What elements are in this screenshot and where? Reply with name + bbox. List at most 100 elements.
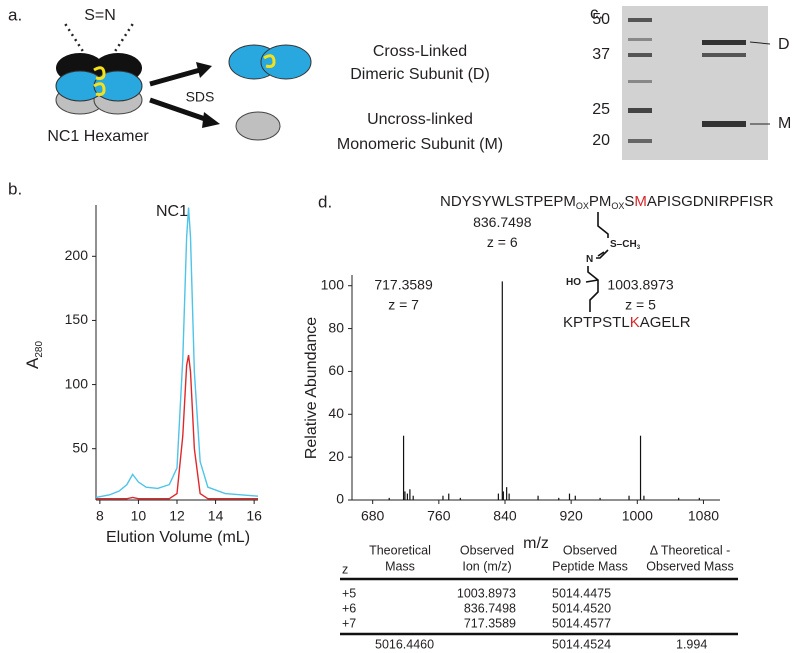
ladder-band: [628, 80, 652, 83]
x-tick-label: 16: [246, 508, 262, 524]
arrow: [149, 67, 201, 87]
table-cell: 5014.4475: [552, 586, 611, 600]
y-tick-label: 50: [72, 439, 88, 455]
table-header: Theoretical: [369, 543, 431, 557]
gel: [622, 6, 771, 160]
text-segment: –CH: [617, 239, 637, 250]
y-axis-label: A280: [23, 341, 45, 369]
text-segment: PM: [589, 193, 612, 210]
treatment-label: SDS: [186, 89, 215, 105]
x-tick-label: 1000: [622, 508, 653, 524]
subscript: 3: [637, 245, 641, 251]
table-header: z: [342, 562, 348, 576]
text-segment: K: [630, 314, 640, 331]
y-tick-label: 40: [328, 405, 344, 421]
table-header: Δ Theoretical -: [650, 543, 731, 557]
table-cell: 5014.4577: [552, 616, 611, 630]
text-segment: NDYSYWLSTPEPM: [440, 193, 576, 210]
table-cell: 1003.8973: [457, 586, 516, 600]
x-tick-label: 760: [427, 508, 451, 524]
subscript: 280: [34, 341, 45, 358]
table-header: Mass: [385, 559, 415, 573]
text-segment: APISGDNIRPFISR: [647, 193, 774, 210]
table-cell: +7: [342, 616, 356, 630]
bond: [597, 212, 609, 238]
product-label: Cross-Linked: [373, 43, 467, 60]
crosslink-structure: [585, 212, 609, 312]
text-segment: S: [610, 239, 617, 250]
table-header: Observed Mass: [646, 559, 734, 573]
text-segment: S: [624, 193, 634, 210]
band-label: D: [778, 36, 790, 53]
peak-mz-label: 836.7498: [473, 214, 532, 230]
panel-label: b.: [8, 179, 22, 198]
text-segment: M: [634, 193, 647, 210]
arrowhead: [196, 62, 212, 78]
text-segment: A: [23, 357, 42, 369]
subscript: OX: [576, 201, 589, 211]
y-tick-label: 100: [65, 375, 89, 391]
bond: [587, 266, 599, 312]
product-label: Uncross-linked: [367, 111, 473, 128]
table-header: Observed: [563, 543, 617, 557]
sample-band: [702, 53, 746, 57]
table-cell: 5014.4520: [552, 601, 611, 615]
text-segment: KPTPSTL: [563, 314, 630, 331]
bond: [597, 251, 605, 257]
x-axis-label: m/z: [523, 535, 549, 552]
atom-label: N: [586, 254, 593, 265]
series-line: [96, 354, 258, 500]
peptide-sequence: NDYSYWLSTPEPMOXPMOXSMAPISGDNIRPFISR: [440, 193, 774, 211]
marker-label: 25: [592, 101, 610, 118]
crosslink: [93, 66, 106, 80]
product-label: Monomeric Subunit (M): [337, 136, 503, 153]
y-tick-label: 100: [321, 276, 345, 292]
y-tick-label: 20: [328, 448, 344, 464]
chart-title: NC1: [156, 203, 188, 220]
table-cell: 1.994: [676, 637, 707, 651]
crosslink: [263, 54, 276, 68]
crosslinker-arm: [62, 21, 88, 57]
marker-label: 50: [592, 11, 610, 28]
arrowhead: [202, 112, 220, 128]
table-cell: +6: [342, 601, 356, 615]
x-tick-label: 840: [493, 508, 517, 524]
table-header: Peptide Mass: [552, 559, 628, 573]
crosslinker-label: S=N: [84, 7, 116, 24]
table-header: Ion (m/z): [462, 559, 511, 573]
subscript: OX: [611, 201, 624, 211]
panel-label: c.: [590, 3, 603, 22]
y-tick-label: 60: [328, 362, 344, 378]
band-label: M: [778, 115, 791, 132]
x-tick-label: 8: [96, 508, 104, 524]
peak-charge-label: z = 7: [388, 297, 419, 313]
partner-peptide: KPTPSTLKAGELR: [563, 314, 691, 331]
diagram-shapes: [55, 21, 312, 141]
x-tick-label: 680: [361, 508, 385, 524]
ladder-band: [628, 18, 652, 22]
atom-label: S–CH3: [610, 239, 641, 251]
y-axis-label: Relative Abundance: [303, 317, 320, 459]
text-segment: AGELR: [640, 314, 691, 331]
table-cell: 836.7498: [464, 601, 516, 615]
sample-band: [702, 40, 746, 45]
crosslink: [93, 82, 106, 96]
panel-label: d.: [318, 192, 332, 211]
x-tick-label: 12: [169, 508, 185, 524]
atom-label: HO: [566, 277, 581, 288]
table-cell: +5: [342, 586, 356, 600]
complex-label: NC1 Hexamer: [47, 128, 149, 145]
crosslinker-arm: [110, 21, 136, 57]
band-pointer: [749, 41, 771, 45]
bond: [585, 279, 599, 283]
x-tick-label: 1080: [688, 508, 719, 524]
y-tick-label: 200: [65, 247, 89, 263]
bond: [596, 249, 609, 259]
peak-mz-label: 717.3589: [374, 277, 433, 293]
arrow: [149, 97, 209, 123]
product-label: Dimeric Subunit (D): [350, 66, 490, 83]
text-segment: HO: [566, 277, 581, 288]
marker-label: 37: [592, 46, 610, 63]
ladder-band: [628, 53, 652, 57]
